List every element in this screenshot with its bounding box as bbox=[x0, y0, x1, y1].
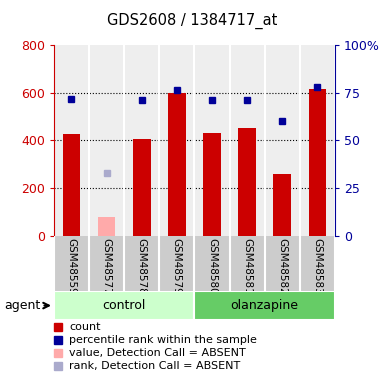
Bar bbox=[133, 139, 151, 236]
Bar bbox=[194, 291, 335, 320]
Text: olanzapine: olanzapine bbox=[231, 299, 299, 312]
Bar bbox=[238, 128, 256, 236]
Text: GSM48583: GSM48583 bbox=[312, 238, 322, 295]
Text: GSM48581: GSM48581 bbox=[242, 238, 252, 295]
Bar bbox=[54, 291, 194, 320]
Text: rank, Detection Call = ABSENT: rank, Detection Call = ABSENT bbox=[69, 361, 241, 371]
Text: agent: agent bbox=[4, 299, 40, 312]
Bar bbox=[63, 134, 80, 236]
Text: GSM48577: GSM48577 bbox=[102, 238, 112, 295]
Text: count: count bbox=[69, 321, 101, 332]
Text: GSM48559: GSM48559 bbox=[67, 238, 77, 295]
Text: GSM48579: GSM48579 bbox=[172, 238, 182, 295]
Bar bbox=[168, 93, 186, 236]
Bar bbox=[203, 133, 221, 236]
Text: GSM48578: GSM48578 bbox=[137, 238, 147, 295]
Bar bbox=[309, 89, 326, 236]
Bar bbox=[273, 174, 291, 236]
Text: value, Detection Call = ABSENT: value, Detection Call = ABSENT bbox=[69, 348, 246, 358]
Text: GSM48582: GSM48582 bbox=[277, 238, 287, 295]
Text: GDS2608 / 1384717_at: GDS2608 / 1384717_at bbox=[107, 13, 278, 29]
Text: percentile rank within the sample: percentile rank within the sample bbox=[69, 335, 257, 345]
Text: GSM48580: GSM48580 bbox=[207, 238, 217, 295]
Bar bbox=[98, 217, 116, 236]
Text: control: control bbox=[102, 299, 146, 312]
